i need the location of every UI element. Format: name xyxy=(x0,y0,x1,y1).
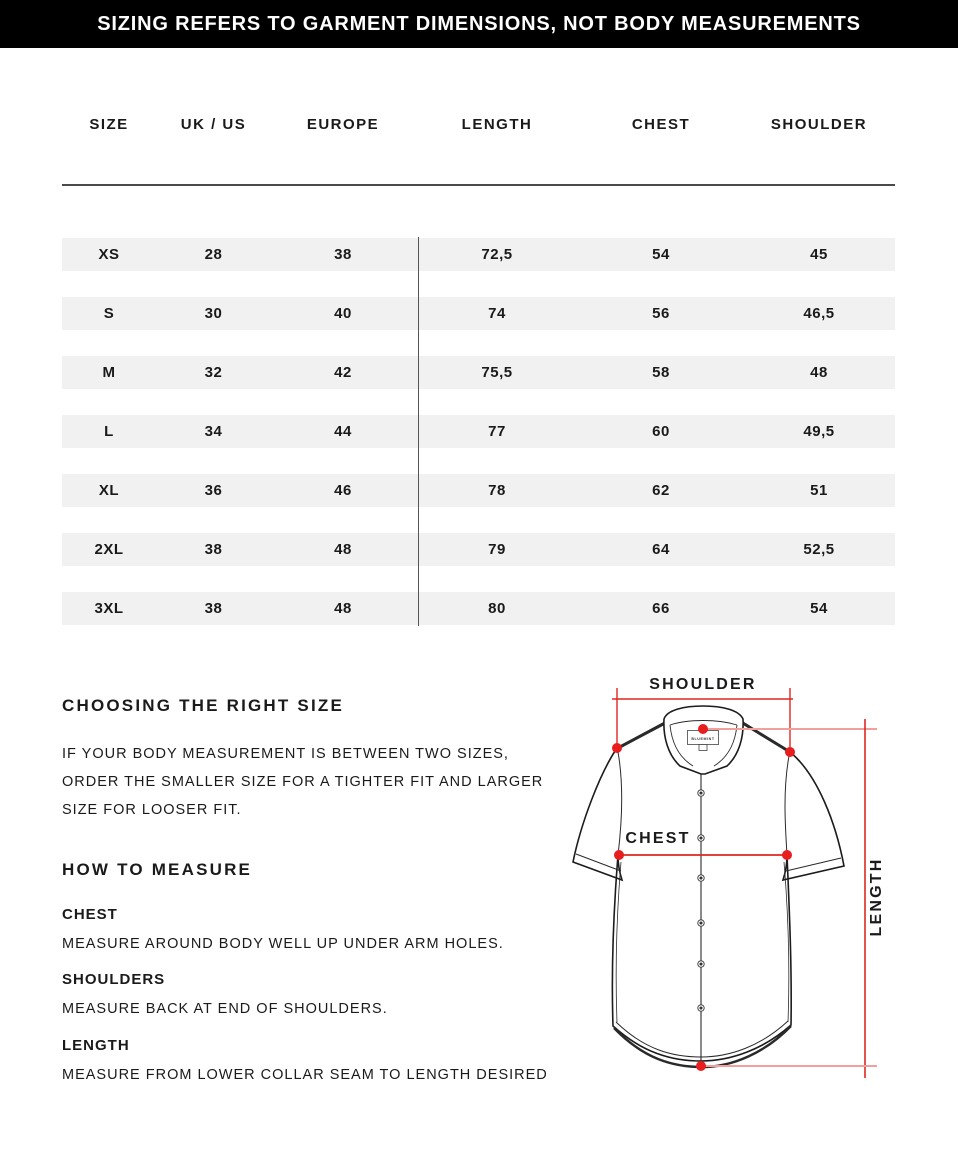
table-row: XS 28 38 72,5 54 45 xyxy=(62,238,895,271)
column-header-length: LENGTH xyxy=(461,116,533,133)
cell-length: 74 xyxy=(488,305,506,322)
cell-chest: 58 xyxy=(652,364,670,381)
cell-europe: 38 xyxy=(334,246,352,263)
header-rule xyxy=(62,184,895,186)
top-banner: SIZING REFERS TO GARMENT DIMENSIONS, NOT… xyxy=(0,0,958,48)
cell-size: 3XL xyxy=(94,600,124,617)
cell-ukus: 38 xyxy=(204,541,223,558)
shirt-buttons xyxy=(697,789,705,1012)
cell-chest: 54 xyxy=(652,246,670,263)
measure-shoulders-desc: MEASURE BACK AT END OF SHOULDERS. xyxy=(62,1001,388,1017)
cell-europe: 48 xyxy=(334,600,352,617)
cell-shoulder: 45 xyxy=(810,246,828,263)
measure-chest-label: CHEST xyxy=(62,906,118,923)
column-header-europe: EUROPE xyxy=(306,116,380,133)
cell-chest: 60 xyxy=(652,423,670,440)
cell-shoulder: 52,5 xyxy=(803,541,835,558)
collar-brand-tag-text: BLUEMINT xyxy=(691,737,715,741)
cell-chest: 66 xyxy=(652,600,670,617)
measure-shoulders-label: SHOULDERS xyxy=(62,971,166,988)
diagram-chest-label: CHEST xyxy=(625,830,690,847)
how-to-measure-heading: HOW TO MEASURE xyxy=(62,860,253,879)
column-header-chest: CHEST xyxy=(631,116,691,133)
choosing-size-body: IF YOUR BODY MEASUREMENT IS BETWEEN TWO … xyxy=(62,746,544,818)
shirt-drawing: BLUEMINT xyxy=(572,705,845,1069)
measure-length-desc: MEASURE FROM LOWER COLLAR SEAM TO LENGTH… xyxy=(62,1067,548,1083)
cell-europe: 48 xyxy=(334,541,352,558)
diagram-length-label: LENGTH xyxy=(868,858,885,937)
cell-size: M xyxy=(102,364,116,381)
cell-shoulder: 54 xyxy=(810,600,828,617)
cell-chest: 62 xyxy=(652,482,670,499)
shirt-measurement-diagram: BLUEMINT SHOULDER xyxy=(572,676,885,1078)
cell-length: 75,5 xyxy=(481,364,513,381)
cell-length: 79 xyxy=(488,541,506,558)
size-table-body: XS 28 38 72,5 54 45 S 30 40 74 56 46,5 M… xyxy=(62,238,895,651)
cell-chest: 64 xyxy=(652,541,670,558)
cell-ukus: 34 xyxy=(204,423,223,440)
size-table-header: SIZE UK / US EUROPE LENGTH CHEST SHOULDE… xyxy=(62,116,895,133)
table-row: 2XL 38 48 79 64 52,5 xyxy=(62,533,895,566)
cell-size: S xyxy=(103,305,115,322)
cell-ukus: 36 xyxy=(204,482,223,499)
cell-size: XS xyxy=(98,246,120,263)
cell-shoulder: 46,5 xyxy=(803,305,835,322)
column-header-shoulder: SHOULDER xyxy=(770,116,868,133)
cell-size: 2XL xyxy=(94,541,124,558)
cell-shoulder: 51 xyxy=(810,482,828,499)
cell-ukus: 32 xyxy=(204,364,223,381)
table-column-divider xyxy=(418,237,419,626)
table-row: XL 36 46 78 62 51 xyxy=(62,474,895,507)
column-header-size: SIZE xyxy=(89,116,129,133)
banner-text: SIZING REFERS TO GARMENT DIMENSIONS, NOT… xyxy=(97,12,861,35)
cell-size: L xyxy=(104,423,114,440)
table-row: L 34 44 77 60 49,5 xyxy=(62,415,895,448)
cell-europe: 46 xyxy=(334,482,352,499)
cell-length: 77 xyxy=(488,423,506,440)
cell-shoulder: 49,5 xyxy=(803,423,835,440)
cell-ukus: 30 xyxy=(204,305,223,322)
cell-chest: 56 xyxy=(652,305,670,322)
cell-size: XL xyxy=(98,482,120,499)
table-row: M 32 42 75,5 58 48 xyxy=(62,356,895,389)
measure-chest-desc: MEASURE AROUND BODY WELL UP UNDER ARM HO… xyxy=(62,936,504,952)
measurement-lines xyxy=(612,688,877,1078)
cell-length: 72,5 xyxy=(481,246,513,263)
choosing-size-heading: CHOOSING THE RIGHT SIZE xyxy=(62,696,345,715)
cell-europe: 40 xyxy=(334,305,352,322)
measure-points xyxy=(612,724,795,1071)
table-row: S 30 40 74 56 46,5 xyxy=(62,297,895,330)
diagram-shoulder-label: SHOULDER xyxy=(649,676,756,693)
collar-brand-tag: BLUEMINT xyxy=(687,730,719,751)
cell-length: 78 xyxy=(488,482,506,499)
column-header-ukus: UK / US xyxy=(180,116,247,133)
cell-europe: 44 xyxy=(334,423,352,440)
cell-shoulder: 48 xyxy=(810,364,828,381)
cell-europe: 42 xyxy=(334,364,352,381)
table-row: 3XL 38 48 80 66 54 xyxy=(62,592,895,625)
cell-ukus: 38 xyxy=(204,600,223,617)
cell-length: 80 xyxy=(488,600,506,617)
cell-ukus: 28 xyxy=(204,246,223,263)
measure-length-label: LENGTH xyxy=(62,1037,130,1054)
